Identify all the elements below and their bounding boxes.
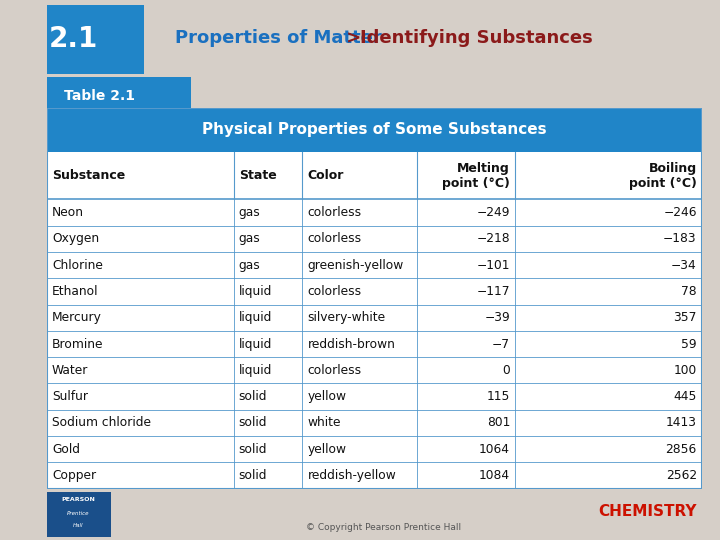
Text: −183: −183 bbox=[663, 232, 697, 245]
Text: liquid: liquid bbox=[239, 338, 272, 350]
Text: −7: −7 bbox=[492, 338, 510, 350]
Text: 1084: 1084 bbox=[479, 469, 510, 482]
Text: greenish-yellow: greenish-yellow bbox=[307, 259, 404, 272]
Text: liquid: liquid bbox=[239, 364, 272, 377]
Bar bbox=[47, 305, 702, 331]
Text: white: white bbox=[307, 416, 341, 429]
Text: −246: −246 bbox=[663, 206, 697, 219]
Text: 115: 115 bbox=[487, 390, 510, 403]
Bar bbox=[47, 108, 702, 152]
Text: 2562: 2562 bbox=[665, 469, 697, 482]
Text: Ethanol: Ethanol bbox=[52, 285, 99, 298]
Bar bbox=[47, 278, 702, 305]
Text: −101: −101 bbox=[477, 259, 510, 272]
Text: Copper: Copper bbox=[52, 469, 96, 482]
Bar bbox=[47, 199, 702, 226]
Bar bbox=[47, 226, 702, 252]
Text: colorless: colorless bbox=[307, 364, 361, 377]
Text: Bromine: Bromine bbox=[52, 338, 104, 350]
Text: 2856: 2856 bbox=[665, 443, 697, 456]
Text: >: > bbox=[340, 29, 367, 46]
Text: −218: −218 bbox=[477, 232, 510, 245]
Text: yellow: yellow bbox=[307, 443, 346, 456]
Text: 59: 59 bbox=[681, 338, 697, 350]
Text: Neon: Neon bbox=[52, 206, 84, 219]
Text: Oxygen: Oxygen bbox=[52, 232, 99, 245]
Bar bbox=[47, 462, 702, 489]
Text: solid: solid bbox=[239, 416, 267, 429]
Text: 0: 0 bbox=[503, 364, 510, 377]
Bar bbox=[47, 152, 702, 199]
Text: liquid: liquid bbox=[239, 311, 272, 324]
Text: reddish-brown: reddish-brown bbox=[307, 338, 395, 350]
Text: © Copyright Pearson Prentice Hall: © Copyright Pearson Prentice Hall bbox=[306, 523, 461, 532]
Text: Hall: Hall bbox=[73, 523, 84, 528]
Text: −34: −34 bbox=[671, 259, 697, 272]
Text: Identifying Substances: Identifying Substances bbox=[360, 29, 593, 46]
Text: CHEMISTRY: CHEMISTRY bbox=[598, 504, 696, 519]
Text: Table 2.1: Table 2.1 bbox=[64, 89, 135, 103]
Text: 1064: 1064 bbox=[479, 443, 510, 456]
Text: Sulfur: Sulfur bbox=[52, 390, 88, 403]
Text: colorless: colorless bbox=[307, 206, 361, 219]
Text: 2.1: 2.1 bbox=[49, 25, 99, 53]
Bar bbox=[47, 436, 702, 462]
Text: 445: 445 bbox=[673, 390, 697, 403]
Text: silvery-white: silvery-white bbox=[307, 311, 386, 324]
Text: colorless: colorless bbox=[307, 232, 361, 245]
Text: Chlorine: Chlorine bbox=[52, 259, 103, 272]
Text: 357: 357 bbox=[673, 311, 697, 324]
Text: −249: −249 bbox=[477, 206, 510, 219]
Text: Gold: Gold bbox=[52, 443, 80, 456]
Bar bbox=[47, 492, 111, 537]
Text: −117: −117 bbox=[477, 285, 510, 298]
Text: 100: 100 bbox=[673, 364, 697, 377]
Text: Prentice: Prentice bbox=[67, 511, 90, 516]
Text: Mercury: Mercury bbox=[52, 311, 102, 324]
Text: Melting
point (°C): Melting point (°C) bbox=[442, 161, 510, 190]
Text: 801: 801 bbox=[487, 416, 510, 429]
Text: Substance: Substance bbox=[52, 169, 125, 182]
Text: 1413: 1413 bbox=[666, 416, 697, 429]
Text: −39: −39 bbox=[485, 311, 510, 324]
Bar bbox=[47, 383, 702, 410]
Text: yellow: yellow bbox=[307, 390, 346, 403]
Text: gas: gas bbox=[239, 232, 261, 245]
Text: PEARSON: PEARSON bbox=[61, 497, 95, 503]
Bar bbox=[47, 357, 702, 383]
Text: State: State bbox=[239, 169, 276, 182]
Text: Properties of Matter: Properties of Matter bbox=[175, 29, 382, 46]
Text: Water: Water bbox=[52, 364, 89, 377]
Text: liquid: liquid bbox=[239, 285, 272, 298]
Text: gas: gas bbox=[239, 259, 261, 272]
FancyBboxPatch shape bbox=[40, 76, 198, 112]
FancyBboxPatch shape bbox=[6, 5, 145, 73]
Text: Boiling
point (°C): Boiling point (°C) bbox=[629, 161, 697, 190]
Text: solid: solid bbox=[239, 443, 267, 456]
Text: 78: 78 bbox=[681, 285, 697, 298]
Text: solid: solid bbox=[239, 469, 267, 482]
Text: solid: solid bbox=[239, 390, 267, 403]
Text: colorless: colorless bbox=[307, 285, 361, 298]
Bar bbox=[47, 252, 702, 278]
Text: gas: gas bbox=[239, 206, 261, 219]
Bar bbox=[47, 410, 702, 436]
Text: Physical Properties of Some Substances: Physical Properties of Some Substances bbox=[202, 123, 546, 137]
Bar bbox=[47, 331, 702, 357]
Text: Color: Color bbox=[307, 169, 344, 182]
Text: Sodium chloride: Sodium chloride bbox=[52, 416, 151, 429]
Text: reddish-yellow: reddish-yellow bbox=[307, 469, 396, 482]
